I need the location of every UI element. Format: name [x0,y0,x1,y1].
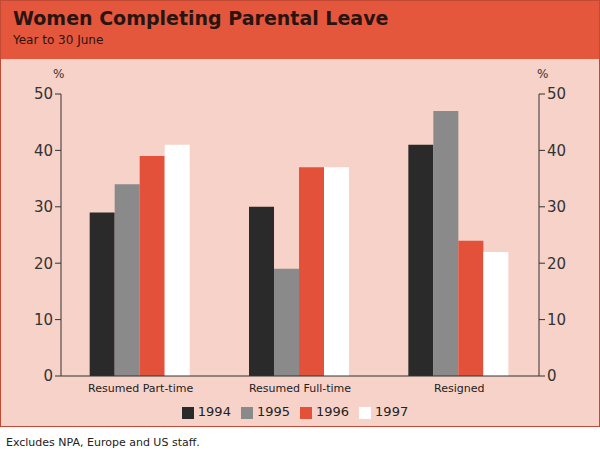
svg-text:20: 20 [34,255,53,273]
html-text:1995: 1995 [256,404,290,419]
svg-text:50: 50 [34,85,53,103]
svg-text:0: 0 [43,367,53,385]
html-text:Women Completing Parental Leav: Women Completing Parental Leave [13,7,389,29]
html-text:1994: 1994 [197,404,231,419]
svg-text:0: 0 [547,367,557,385]
html-text:1996: 1996 [316,404,350,419]
svg-text:40: 40 [34,142,53,160]
svg-text:Resumed Part-time: Resumed Part-time [88,382,193,395]
html-text:Excludes NPA, Europe and US st: Excludes NPA, Europe and US staff. [6,436,200,449]
svg-text:40: 40 [547,142,566,160]
svg-text:10: 10 [34,311,53,329]
svg-text:Resigned: Resigned [434,382,484,395]
svg-text:30: 30 [547,198,566,216]
svg-text:20: 20 [547,255,566,273]
svg-text:Resumed Full-time: Resumed Full-time [249,382,351,395]
html-text:1997: 1997 [375,404,409,419]
svg-text:30: 30 [34,198,53,216]
svg-text:50: 50 [547,85,566,103]
svg-text:10: 10 [547,311,566,329]
html-text:Year to 30 June: Year to 30 June [13,33,104,47]
